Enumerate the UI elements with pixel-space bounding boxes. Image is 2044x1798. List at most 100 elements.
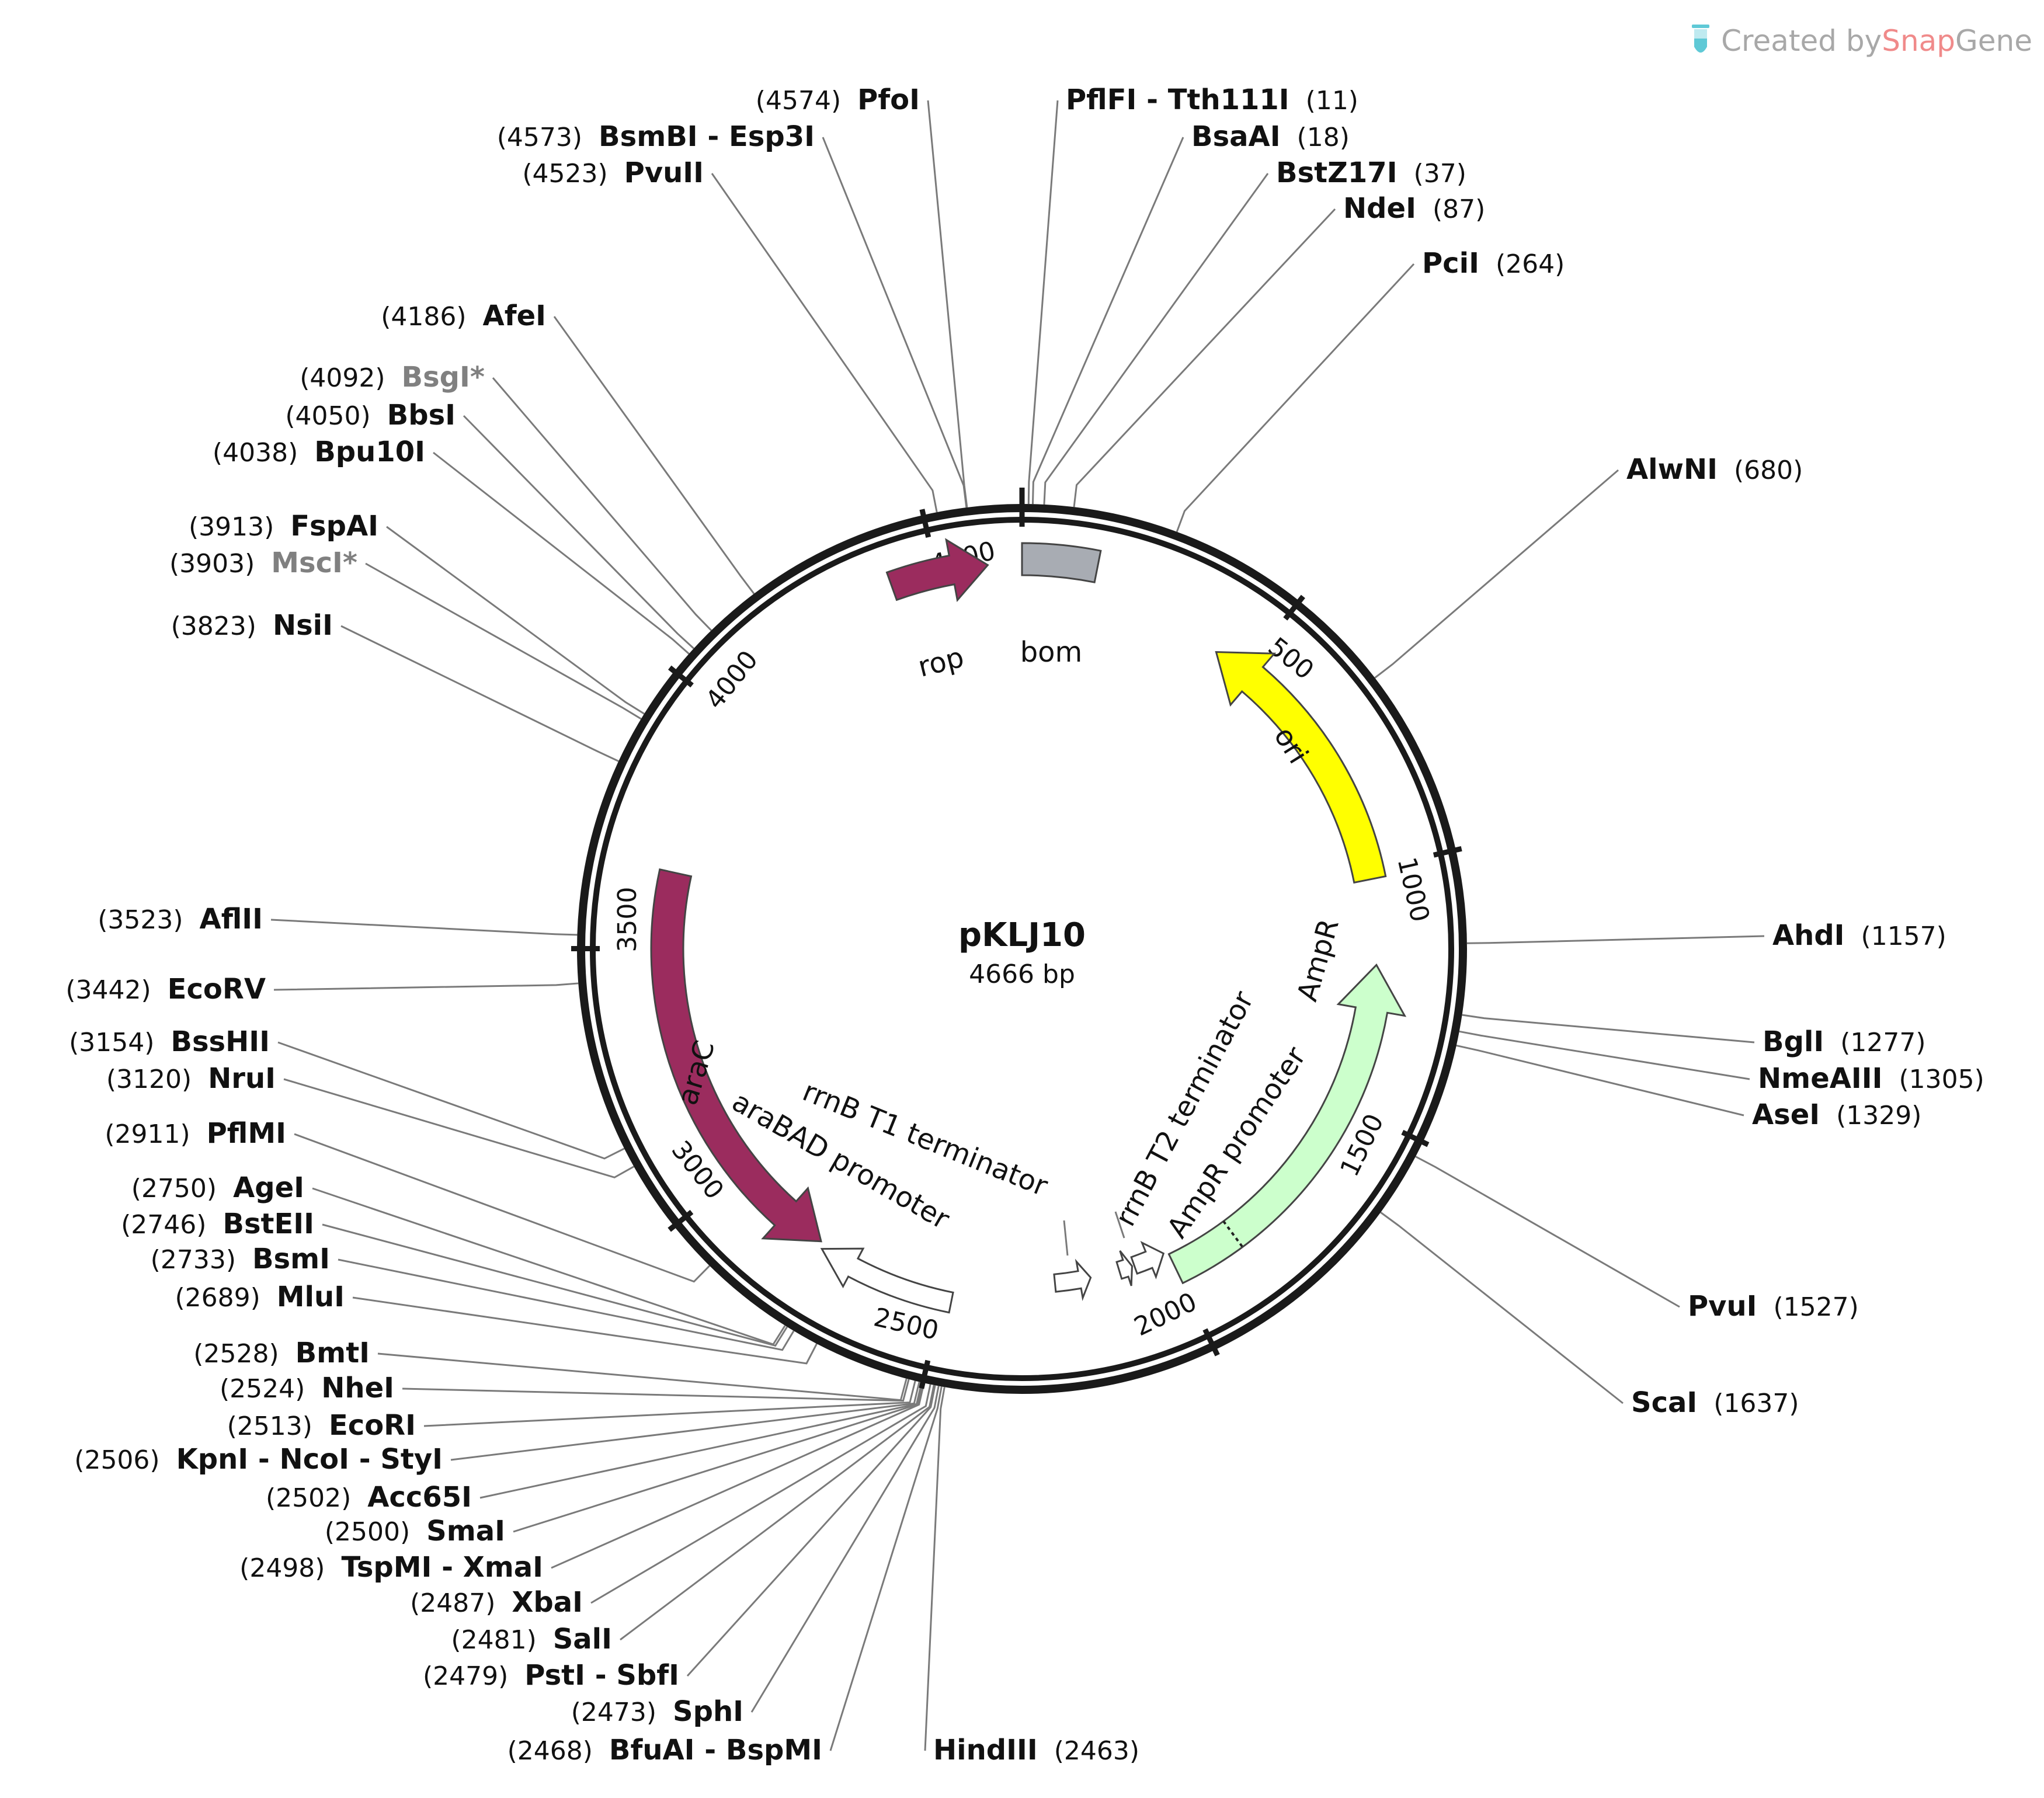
site-spacer bbox=[151, 975, 168, 1005]
site-spacer bbox=[841, 86, 857, 116]
site-label-kpni: (2506) KpnI - NcoI - StyI bbox=[74, 1443, 443, 1476]
leader-msci bbox=[365, 562, 642, 720]
site-position: (2473) bbox=[571, 1698, 656, 1727]
leader-nrui bbox=[283, 1078, 635, 1178]
site-spacer bbox=[1416, 194, 1433, 224]
site-position: (87) bbox=[1433, 194, 1485, 224]
site-label-ndei: NdeI (87) bbox=[1343, 192, 1485, 225]
tick-mark bbox=[668, 665, 694, 688]
site-label-smai: (2500) SmaI bbox=[325, 1515, 505, 1547]
leader-ahdi bbox=[1466, 935, 1765, 944]
site-position: (3442) bbox=[65, 975, 151, 1005]
site-label-bpu10i: (4038) Bpu10I bbox=[213, 436, 425, 468]
site-label-pvui: PvuI (1527) bbox=[1688, 1290, 1859, 1323]
site-enzyme-name: BglI bbox=[1763, 1025, 1824, 1058]
tick-label: 3500 bbox=[613, 887, 642, 952]
site-enzyme-name: BstZ17I bbox=[1276, 157, 1398, 189]
feature-AmpR_promoter bbox=[1130, 1241, 1165, 1279]
site-spacer bbox=[217, 1174, 233, 1204]
site-enzyme-name: BsaAI bbox=[1191, 120, 1281, 153]
leader-bgli bbox=[1462, 1014, 1755, 1044]
leader-sphi bbox=[750, 1386, 940, 1713]
site-position: (2911) bbox=[105, 1119, 190, 1149]
site-enzyme-name: EcoRI bbox=[329, 1409, 416, 1442]
site-position: (4574) bbox=[756, 86, 841, 116]
site-position: (3903) bbox=[169, 549, 255, 579]
site-enzyme-name: NsiI bbox=[273, 609, 333, 642]
tick-label: 1000 bbox=[1392, 854, 1435, 925]
site-position: (1637) bbox=[1713, 1389, 1799, 1418]
site-label-ahdi: AhdI (1157) bbox=[1772, 919, 1946, 952]
site-enzyme-name: BfuAI bbox=[609, 1734, 695, 1766]
site-enzyme-name: SmaI bbox=[426, 1515, 505, 1547]
site-spacer bbox=[206, 1210, 223, 1240]
site-enzyme-name: BsgI* bbox=[402, 361, 485, 394]
site-spacer bbox=[537, 1625, 553, 1655]
site-spacer bbox=[1697, 1389, 1713, 1418]
created-by-text: Created by bbox=[1721, 24, 1882, 58]
feature-AmpR bbox=[1167, 963, 1407, 1285]
site-enzyme-name: NheI bbox=[321, 1372, 394, 1404]
feature-ori bbox=[1215, 651, 1387, 884]
site-enzyme-name: PflMI bbox=[207, 1117, 286, 1150]
site-enzyme-name: ScaI bbox=[1631, 1386, 1697, 1419]
site-label-acc65i: (2502) Acc65I bbox=[266, 1481, 472, 1514]
leader-pvuii bbox=[711, 173, 938, 513]
leader-sali bbox=[620, 1385, 935, 1641]
site-spacer bbox=[351, 1483, 367, 1513]
site-enzyme-name: Acc65I bbox=[367, 1481, 472, 1514]
feature-rrnB_T2 bbox=[1115, 1250, 1133, 1286]
site-label-alwni: AlwNI (680) bbox=[1626, 453, 1803, 486]
site-label-pcii: PciI (264) bbox=[1422, 247, 1565, 280]
site-label-nmeaiii: NmeAIII (1305) bbox=[1758, 1062, 1984, 1095]
leader-nsii bbox=[340, 625, 619, 762]
site-enzyme-name: PvuI bbox=[1688, 1290, 1757, 1323]
site-spacer bbox=[183, 905, 200, 935]
leader-xbai bbox=[590, 1384, 931, 1604]
site-position: (4573) bbox=[497, 123, 582, 152]
site-label-tspmi: (2498) TspMI - XmaI bbox=[239, 1551, 543, 1584]
site-position: (1329) bbox=[1836, 1101, 1921, 1131]
site-enzyme-name: AseI bbox=[1752, 1098, 1820, 1131]
site-enzyme-name: KpnI bbox=[176, 1443, 249, 1476]
site-enzyme-name: BsmBI bbox=[599, 120, 698, 153]
site-label-sali: (2481) SalI bbox=[451, 1623, 612, 1656]
site-label-bbsi: (4050) BbsI bbox=[285, 399, 456, 432]
site-spacer bbox=[1824, 1028, 1840, 1058]
site-enzyme-name: PfoI bbox=[857, 84, 920, 116]
leader-bsaai bbox=[1031, 137, 1184, 505]
site-spacer bbox=[256, 611, 273, 641]
feature-label-rop: rop bbox=[915, 641, 967, 683]
site-label-psti: (2479) PstI - SbfI bbox=[423, 1659, 679, 1692]
site-label-sphi: (2473) SphI bbox=[571, 1695, 743, 1728]
site-spacer bbox=[1479, 249, 1496, 279]
site-enzyme-name: SalI bbox=[553, 1623, 612, 1656]
site-label-asei: AseI (1329) bbox=[1752, 1098, 1921, 1131]
site-spacer bbox=[385, 363, 402, 393]
site-position: (11) bbox=[1306, 86, 1358, 116]
site-enzyme-name: XbaI bbox=[512, 1586, 583, 1619]
tick-mark bbox=[668, 1209, 694, 1232]
leader-alwni bbox=[1374, 469, 1619, 679]
site-enzyme-name: AflII bbox=[200, 903, 263, 935]
site-position: (2500) bbox=[325, 1517, 410, 1547]
site-enzyme-name: AgeI bbox=[233, 1171, 304, 1204]
site-enzyme-name: BmtI bbox=[296, 1337, 370, 1369]
site-name-separator: - bbox=[695, 1734, 726, 1766]
site-label-mlui: (2689) MluI bbox=[175, 1281, 345, 1313]
site-spacer bbox=[305, 1374, 321, 1404]
site-name-separator: - bbox=[698, 120, 729, 153]
site-position: (2481) bbox=[451, 1625, 536, 1655]
site-label-afei: (4186) AfeI bbox=[381, 300, 546, 332]
site-spacer bbox=[154, 1028, 171, 1058]
leader-asei bbox=[1456, 1044, 1744, 1117]
site-spacer bbox=[298, 438, 314, 468]
site-position: (3523) bbox=[98, 905, 183, 935]
feature-label-AmpR: AmpR bbox=[1291, 916, 1345, 1005]
site-position: (2524) bbox=[220, 1374, 305, 1404]
leader-scai bbox=[1380, 1211, 1624, 1404]
site-spacer bbox=[593, 1736, 609, 1766]
site-position: (4038) bbox=[213, 438, 298, 468]
site-position: (18) bbox=[1297, 123, 1350, 152]
